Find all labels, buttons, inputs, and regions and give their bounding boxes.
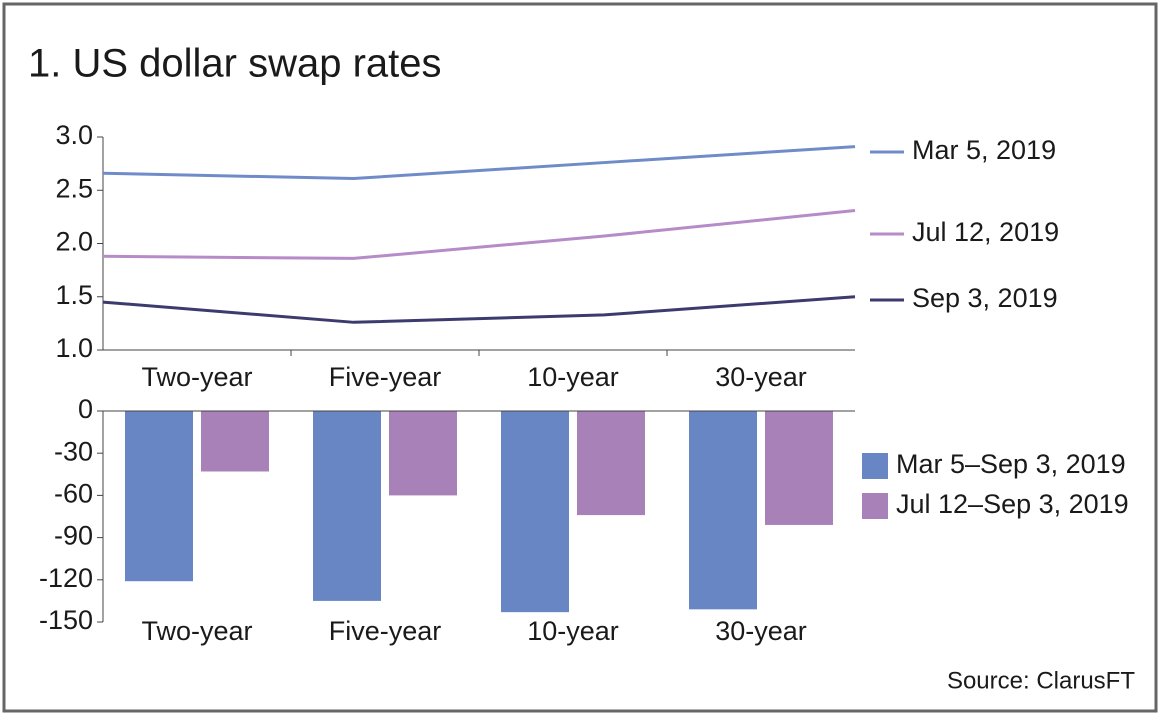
legend-swatch <box>862 493 888 519</box>
x-tick-label: 10-year <box>527 616 619 646</box>
y-tick-label: 1.0 <box>55 333 93 363</box>
bar <box>313 411 381 601</box>
legend-label: Mar 5–Sep 3, 2019 <box>896 449 1126 479</box>
y-tick-label: 0 <box>78 394 93 424</box>
legend-label: Sep 3, 2019 <box>912 283 1058 313</box>
y-tick-label: 2.0 <box>55 227 93 257</box>
y-tick-label: -30 <box>54 436 93 466</box>
bar <box>201 411 269 472</box>
line-series <box>102 295 856 324</box>
bar <box>577 411 645 516</box>
y-tick-label: -90 <box>54 521 93 551</box>
y-tick-label: 2.5 <box>55 173 93 203</box>
bar <box>689 411 757 610</box>
y-tick-label: -60 <box>54 479 93 509</box>
y-tick-label: 3.0 <box>55 120 93 150</box>
x-tick-label: 30-year <box>715 362 807 392</box>
line-series <box>102 208 856 260</box>
legend-swatch <box>862 453 888 479</box>
line-series <box>102 145 856 181</box>
legend-label: Mar 5, 2019 <box>912 135 1056 165</box>
legend-label: Jul 12–Sep 3, 2019 <box>896 489 1129 519</box>
bar <box>765 411 833 525</box>
y-tick-label: 1.5 <box>55 280 93 310</box>
x-tick-label: 10-year <box>527 362 619 392</box>
x-tick-label: Five-year <box>329 362 442 392</box>
x-tick-label: 30-year <box>715 616 807 646</box>
legend-label: Jul 12, 2019 <box>912 217 1059 247</box>
bar <box>389 411 457 496</box>
bar <box>501 411 569 613</box>
bar <box>125 411 193 582</box>
x-tick-label: Two-year <box>141 616 252 646</box>
y-tick-label: -150 <box>39 605 93 635</box>
x-tick-label: Five-year <box>329 616 442 646</box>
source: Source: ClarusFT <box>947 667 1135 694</box>
x-tick-label: Two-year <box>141 362 252 392</box>
chart-title: 1. US dollar swap rates <box>28 42 442 86</box>
y-tick-label: -120 <box>39 563 93 593</box>
